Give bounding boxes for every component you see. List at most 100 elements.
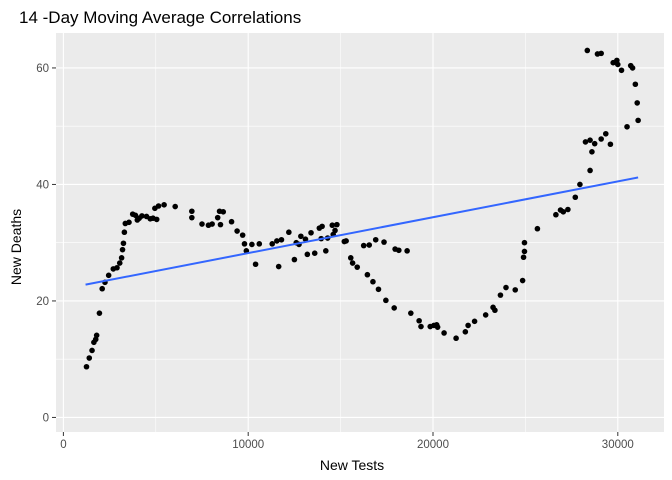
data-point — [614, 61, 621, 68]
data-point — [249, 241, 255, 248]
data-point — [119, 246, 126, 253]
y-tick-label: 0 — [43, 412, 49, 424]
data-point — [121, 229, 128, 236]
data-point — [126, 219, 132, 226]
data-point — [291, 256, 298, 263]
data-point — [114, 264, 120, 271]
data-point — [572, 194, 579, 201]
axis-ticks: 0 10000 20000 30000 0 20 40 60 — [36, 63, 634, 451]
data-point — [598, 50, 604, 57]
data-point — [360, 242, 367, 249]
x-tick-label: 20000 — [417, 439, 449, 451]
data-point — [256, 241, 263, 247]
data-point — [584, 47, 591, 54]
data-point — [582, 139, 589, 145]
data-point — [553, 211, 559, 218]
data-point — [492, 307, 498, 314]
data-point — [86, 355, 93, 361]
data-point — [364, 271, 371, 278]
data-point — [96, 310, 103, 316]
data-point — [624, 123, 630, 130]
grid-major — [56, 33, 664, 432]
data-point — [441, 330, 447, 336]
data-point — [319, 223, 325, 230]
grid-minor — [56, 33, 664, 432]
data-point — [347, 255, 354, 261]
data-point — [155, 203, 162, 209]
data-point — [520, 254, 527, 261]
y-tick-label: 20 — [36, 296, 49, 308]
data-point — [512, 287, 519, 293]
data-point — [589, 149, 595, 155]
data-point — [587, 167, 593, 174]
chart-title: 14 -Day Moving Average Correlations — [19, 8, 301, 27]
data-point — [366, 242, 373, 248]
data-point — [334, 221, 340, 228]
data-point — [220, 209, 227, 215]
data-point — [286, 229, 292, 236]
data-point — [471, 318, 478, 325]
data-point — [354, 264, 361, 270]
data-point — [370, 278, 376, 285]
data-point — [275, 263, 282, 270]
x-axis-title: New Tests — [320, 457, 384, 473]
y-tick-label: 40 — [36, 179, 49, 191]
data-point — [503, 284, 509, 291]
data-point — [199, 221, 205, 227]
x-tick-label: 0 — [60, 439, 66, 451]
data-point — [189, 208, 195, 215]
data-point — [116, 260, 123, 266]
data-point — [416, 317, 422, 324]
data-point — [418, 323, 424, 330]
data-point — [274, 238, 280, 244]
data-point — [462, 329, 469, 335]
data-point — [565, 206, 571, 213]
data-point — [587, 137, 593, 143]
data-point — [120, 240, 127, 247]
x-tick-label: 10000 — [232, 439, 264, 451]
data-point — [217, 221, 224, 228]
data-point — [269, 241, 276, 247]
data-point — [278, 236, 285, 243]
data-point — [323, 248, 329, 254]
data-point — [482, 312, 489, 318]
y-tick-label: 60 — [36, 63, 49, 75]
data-point — [298, 233, 304, 240]
trend-line-group — [85, 176, 639, 286]
data-point — [308, 229, 314, 236]
data-point — [602, 130, 609, 137]
data-point — [189, 214, 195, 221]
data-point — [214, 214, 221, 221]
data-point — [434, 324, 441, 330]
y-axis-title: New Deaths — [8, 209, 24, 285]
data-point — [497, 292, 504, 298]
data-point — [634, 100, 641, 106]
data-point — [99, 285, 106, 292]
data-point — [153, 216, 160, 223]
data-point — [118, 255, 125, 261]
data-point — [304, 251, 311, 258]
data-point — [311, 250, 318, 256]
data-point — [577, 181, 583, 188]
data-point — [375, 286, 382, 293]
data-point — [383, 297, 389, 304]
data-point — [381, 239, 387, 245]
data-point — [239, 232, 246, 238]
data-point — [372, 236, 379, 243]
data-point — [329, 222, 336, 229]
data-point — [391, 305, 397, 311]
data-point — [302, 236, 309, 242]
data-point — [105, 272, 112, 279]
data-point — [396, 247, 402, 254]
data-point — [234, 228, 240, 234]
data-point — [161, 202, 167, 208]
data-point — [241, 241, 248, 247]
plot-panel — [56, 33, 664, 432]
data-point — [349, 260, 356, 266]
data-point — [453, 335, 459, 342]
data-point — [209, 221, 215, 227]
data-point — [618, 67, 625, 74]
data-point — [83, 363, 90, 370]
data-point — [408, 310, 414, 316]
